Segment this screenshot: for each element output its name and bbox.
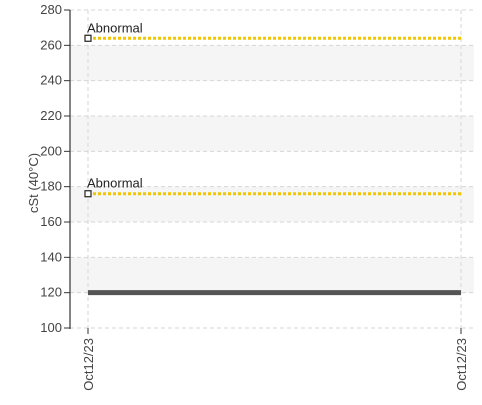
y-tick-label: 120 [40, 285, 62, 300]
threshold-label: Abnormal [87, 20, 143, 35]
y-tick-label: 160 [40, 214, 62, 229]
y-tick-label: 220 [40, 108, 62, 123]
x-tick-label: Oct12/23 [81, 338, 96, 391]
y-tick-label: 280 [40, 2, 62, 17]
background-band [70, 116, 474, 152]
background-band [70, 186, 474, 222]
threshold-marker [84, 34, 92, 42]
threshold-marker [84, 190, 92, 198]
y-tick-label: 140 [40, 249, 62, 264]
y-tick-label: 100 [40, 320, 62, 335]
y-tick-label: 240 [40, 73, 62, 88]
y-tick-label: 260 [40, 37, 62, 52]
y-axis-title: cSt (40°C) [26, 153, 41, 213]
threshold-label: Abnormal [87, 176, 143, 191]
x-tick-label: Oct12/23 [454, 338, 469, 391]
background-bands [70, 45, 474, 293]
background-band [70, 257, 474, 293]
chart-marks: Abnormal Abnormal [84, 20, 463, 296]
axes: 100 120 140 160 180 200 220 240 260 280 Oct12/23 Oc… [40, 2, 469, 391]
y-tick-label: 200 [40, 143, 62, 158]
y-tick-label: 180 [40, 179, 62, 194]
background-band [70, 45, 474, 81]
